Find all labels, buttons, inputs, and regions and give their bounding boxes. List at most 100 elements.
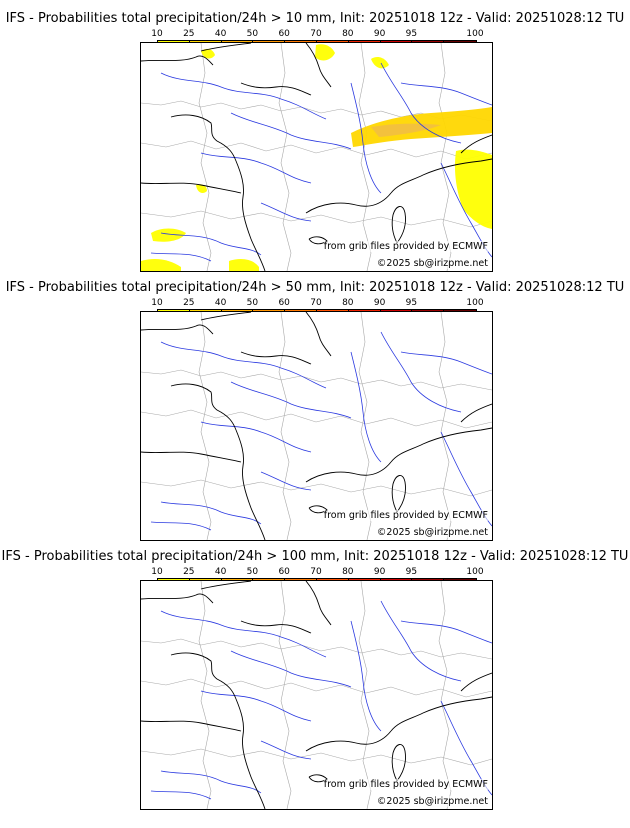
legend-tick-label: 100	[466, 29, 484, 39]
legend-tick-label: 25	[183, 298, 195, 308]
coastline	[240, 620, 312, 634]
admin-border-line	[141, 369, 492, 391]
legend-tick-label: 95	[405, 298, 418, 308]
admin-border-line	[198, 43, 212, 271]
precipitation-map: from grib files provided by ECMWF ©2025 …	[140, 580, 493, 810]
map-canvas	[141, 581, 492, 809]
coastline	[305, 312, 332, 357]
coastline	[170, 383, 237, 431]
precipitation-area	[315, 44, 335, 61]
admin-border-line	[141, 409, 492, 429]
river-line	[160, 610, 327, 658]
admin-border-line	[278, 312, 292, 540]
river-line	[150, 521, 212, 531]
legend-tick-label: 95	[405, 567, 418, 577]
source-credit: from grib files provided by ECMWF	[323, 510, 488, 521]
river-line	[150, 252, 212, 262]
legend-tick-label: 40	[214, 567, 227, 577]
coastline	[391, 744, 406, 782]
river-line	[350, 620, 382, 732]
river-line	[350, 351, 382, 463]
river-line	[230, 112, 352, 150]
admin-border-line	[141, 479, 492, 497]
legend-tick-label: 80	[342, 29, 354, 39]
legend-tick-label: 10	[151, 29, 163, 39]
admin-border-line	[438, 312, 452, 540]
legend-tick-label: 10	[151, 567, 163, 577]
river-line	[380, 600, 462, 682]
river-line	[400, 82, 492, 106]
river-line	[380, 62, 462, 144]
legend-tick-label: 90	[373, 29, 386, 39]
source-credit: from grib files provided by ECMWF	[323, 241, 488, 252]
river-line	[200, 152, 312, 184]
legend-tick-label: 60	[278, 567, 290, 577]
legend-tick-label: 40	[214, 29, 227, 39]
legend-tick-labels: 10 25 40 50 60 70 80 90 95 100	[151, 29, 483, 39]
map-panel-1: IFS - Probabilities total precipitation/…	[0, 11, 630, 279]
precipitation-area	[454, 149, 492, 229]
copyright-credit: ©2025 sb@irizpme.net	[376, 796, 488, 807]
legend-tick-label: 100	[466, 567, 484, 577]
panel-title: IFS - Probabilities total precipitation/…	[5, 280, 625, 295]
river-line	[150, 790, 212, 800]
coastline	[200, 581, 252, 590]
river-line	[260, 202, 312, 222]
river-line	[160, 341, 327, 389]
precipitation-area	[141, 259, 181, 271]
legend-tick-label: 95	[405, 29, 418, 39]
legend-tick-label: 50	[246, 298, 259, 308]
river-line	[260, 471, 312, 491]
admin-border-line	[141, 748, 492, 766]
coastline	[391, 475, 406, 513]
river-line	[230, 381, 352, 419]
legend-tick-label: 80	[342, 298, 354, 308]
coastline	[141, 55, 214, 66]
admin-border-line	[141, 140, 492, 160]
precipitation-area	[229, 259, 259, 271]
admin-border-line	[438, 581, 452, 809]
coastline	[460, 134, 492, 154]
coastline	[240, 82, 312, 96]
legend-tick-label: 60	[278, 298, 290, 308]
river-line	[230, 650, 352, 688]
coastline	[390, 158, 492, 194]
legend-tick-label: 10	[151, 298, 163, 308]
legend-tick-label: 90	[373, 567, 386, 577]
river-line	[380, 331, 462, 413]
coastline	[235, 698, 266, 809]
precipitation-area	[151, 228, 186, 242]
precipitation-area	[371, 57, 389, 69]
precipitation-map: from grib files provided by ECMWF ©2025 …	[140, 42, 493, 272]
legend-tick-label: 25	[183, 567, 195, 577]
river-line	[160, 232, 262, 256]
river-line	[160, 770, 262, 794]
legend-tick-label: 60	[278, 29, 290, 39]
coastline	[200, 312, 252, 321]
legend-tick-label: 25	[183, 29, 195, 39]
coastline	[305, 730, 392, 752]
coastline	[305, 43, 332, 88]
coastline	[390, 696, 492, 732]
admin-border-line	[278, 43, 292, 271]
map-canvas	[141, 312, 492, 540]
river-line	[350, 82, 382, 194]
river-line	[200, 690, 312, 722]
river-line	[160, 72, 327, 120]
copyright-credit: ©2025 sb@irizpme.net	[376, 258, 488, 269]
river-line	[160, 501, 262, 525]
coastline	[305, 461, 392, 483]
coastline	[141, 182, 242, 194]
legend-tick-label: 70	[310, 567, 322, 577]
map-panel-2: IFS - Probabilities total precipitation/…	[0, 280, 630, 548]
coastline	[200, 43, 252, 52]
panel-title: IFS - Probabilities total precipitation/…	[1, 549, 629, 564]
coastline	[170, 652, 237, 700]
legend-tick-label: 70	[310, 29, 322, 39]
panel-title: IFS - Probabilities total precipitation/…	[5, 11, 625, 26]
river-line	[400, 351, 492, 375]
coastline	[235, 429, 266, 540]
map-panel-3: IFS - Probabilities total precipitation/…	[0, 549, 630, 817]
legend-tick-label: 50	[246, 567, 259, 577]
coastline	[141, 593, 214, 604]
